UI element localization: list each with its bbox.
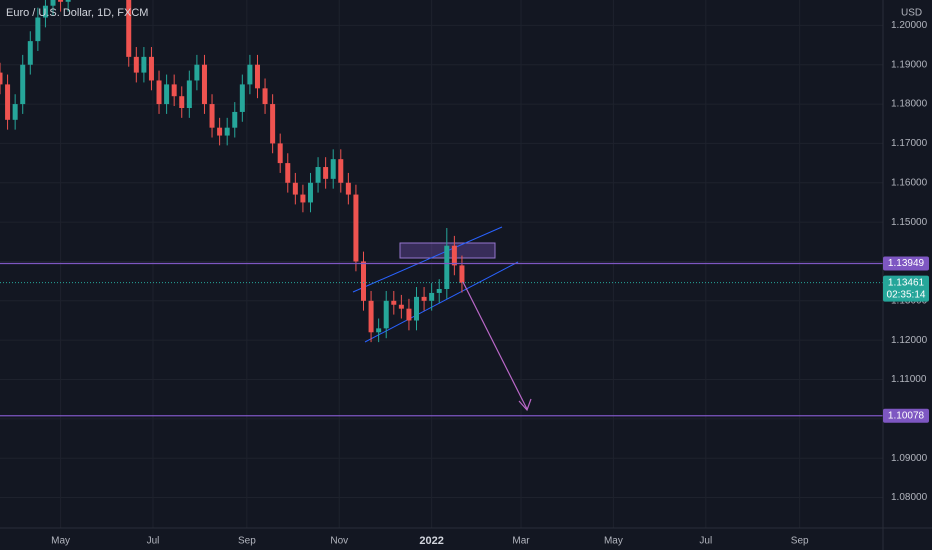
- y-tick-label: 1.17000: [891, 138, 928, 149]
- candle-body: [201, 64, 207, 105]
- candle-body: [285, 163, 291, 183]
- x-tick-label: May: [51, 536, 70, 547]
- candle-body: [20, 64, 26, 105]
- candle-body: [353, 194, 359, 262]
- candle-body: [217, 127, 223, 136]
- candle-body: [451, 245, 457, 266]
- x-tick-label: Sep: [238, 536, 256, 547]
- channel-lower: [364, 261, 519, 343]
- candle-body: [338, 159, 344, 183]
- candle-body: [50, 0, 56, 6]
- candle-body: [383, 300, 389, 329]
- candle-body: [35, 17, 41, 42]
- candle-body: [232, 111, 238, 128]
- countdown-label: 02:35:14: [887, 289, 926, 300]
- x-tick-label: Sep: [791, 536, 809, 547]
- axes: 1.20000 1.19000 1.18000 1.17000 1.16000 1.150…: [51, 20, 929, 547]
- candle-body: [330, 159, 336, 179]
- arrow-head: [518, 398, 532, 412]
- overlay: [0, 262, 883, 417]
- candle-body: [239, 84, 245, 112]
- candle-body: [42, 5, 48, 18]
- candle-body: [186, 80, 192, 109]
- currency-label: USD: [901, 8, 922, 19]
- candle-body: [12, 104, 18, 120]
- y-tick-label: 1.16000: [891, 177, 928, 188]
- candle-body: [254, 64, 260, 89]
- candle-body: [224, 127, 230, 136]
- y-tick-label: 1.11000: [891, 374, 927, 385]
- candle-body: [323, 167, 329, 179]
- candle-body: [179, 96, 185, 109]
- candle-body: [307, 182, 313, 203]
- candle-body: [391, 300, 397, 305]
- candle-body: [292, 182, 298, 195]
- candle-body: [398, 304, 404, 309]
- candle-body: [171, 84, 177, 97]
- x-tick-label: Nov: [330, 536, 348, 547]
- candle-body: [315, 167, 321, 183]
- candle-body: [126, 0, 132, 57]
- candle-body: [360, 261, 366, 301]
- candle-body: [209, 104, 215, 128]
- x-tick-label: Jul: [699, 536, 712, 547]
- last-price-label: 1.13461: [888, 277, 925, 288]
- candles: [0, 0, 465, 343]
- candle-body: [406, 308, 412, 321]
- chart-title: Euro / U.S. Dollar, 1D, FXCM: [6, 7, 148, 19]
- candle-body: [164, 84, 170, 105]
- candle-body: [270, 104, 276, 144]
- candle-body: [194, 64, 200, 81]
- candle-body: [5, 84, 11, 120]
- candle-body: [58, 0, 64, 2]
- candle-body: [414, 296, 420, 321]
- x-tick-label: Mar: [512, 536, 530, 547]
- y-tick-label: 1.19000: [891, 59, 928, 70]
- candle-body: [345, 182, 351, 195]
- y-tick-label: 1.18000: [891, 99, 928, 110]
- candle-body: [376, 328, 382, 333]
- candle-body: [368, 300, 374, 333]
- level-tag-label: 1.13949: [888, 258, 925, 269]
- y-tick-label: 1.08000: [891, 492, 928, 503]
- candle-body: [459, 265, 465, 283]
- candle-body: [262, 88, 268, 105]
- candle-body: [300, 194, 306, 203]
- candle-body: [156, 80, 162, 105]
- candle-body: [444, 245, 450, 290]
- candle-body: [65, 0, 71, 2]
- y-tick-label: 1.20000: [891, 20, 928, 31]
- x-tick-label: May: [604, 536, 623, 547]
- x-tick-label: 2022: [419, 535, 443, 547]
- channel-upper: [352, 226, 503, 293]
- candle-body: [148, 56, 154, 81]
- candle-body: [277, 143, 283, 164]
- candle-body: [133, 56, 139, 73]
- y-tick-label: 1.09000: [891, 453, 928, 464]
- level-tag: [883, 408, 929, 423]
- candle-body: [0, 72, 3, 85]
- candle-body: [27, 41, 33, 65]
- level-tag: [883, 256, 929, 271]
- candle-body: [429, 292, 435, 301]
- y-tick-label: 1.12000: [891, 335, 928, 346]
- candle-body: [436, 289, 442, 293]
- candle-body: [141, 56, 147, 73]
- candle-body: [247, 64, 253, 85]
- level-tag-label: 1.10078: [888, 410, 925, 421]
- projection-arrow: [462, 281, 528, 410]
- candle-body: [421, 296, 427, 301]
- y-tick-label: 1.15000: [891, 217, 928, 228]
- x-tick-label: Jul: [147, 536, 160, 547]
- last-price-tag: [883, 275, 929, 302]
